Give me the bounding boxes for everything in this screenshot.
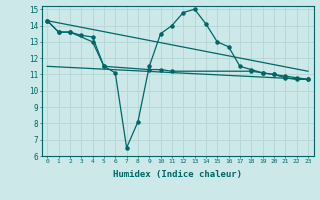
X-axis label: Humidex (Indice chaleur): Humidex (Indice chaleur): [113, 170, 242, 179]
